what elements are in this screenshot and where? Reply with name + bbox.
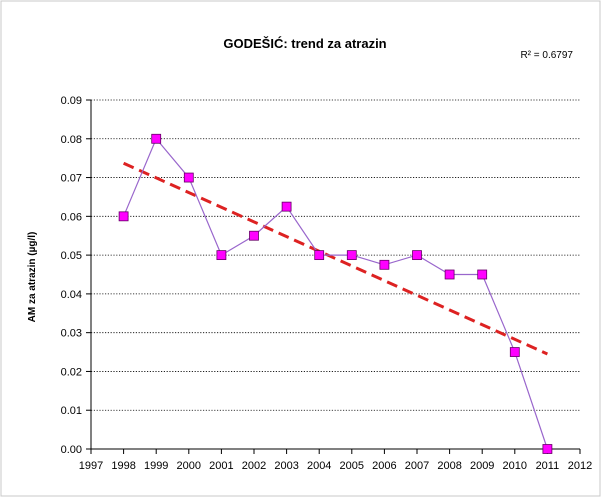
x-tick-label: 1998 xyxy=(111,460,135,472)
y-tick-label: 0.08 xyxy=(61,134,82,146)
x-tick-label: 2000 xyxy=(177,460,201,472)
grid-layer xyxy=(91,99,580,411)
x-tick-label: 2008 xyxy=(437,460,461,472)
chart-title: GODEŠIĆ: trend za atrazin xyxy=(223,36,386,51)
y-tick-label: 0.04 xyxy=(61,289,82,301)
x-tick-label: 2007 xyxy=(405,460,429,472)
y-tick-label: 0.00 xyxy=(61,444,82,456)
trendline xyxy=(122,161,549,356)
axis-layer: 0.00 0.01 0.02 0.03 0.04 0.05 0.06 0.07 0.08 0.09… xyxy=(61,95,593,472)
data-point xyxy=(509,347,520,357)
x-tick-label: 2012 xyxy=(568,460,592,472)
data-point xyxy=(118,211,129,222)
x-tick-label: 2004 xyxy=(307,460,331,472)
y-tick-label: 0.02 xyxy=(61,366,82,378)
data-point xyxy=(216,250,227,261)
x-tick-label: 2006 xyxy=(372,460,396,472)
data-point xyxy=(151,133,162,144)
data-point xyxy=(346,250,357,261)
x-tick-label: 2010 xyxy=(503,460,527,472)
trendline-layer xyxy=(122,161,549,356)
data-point xyxy=(314,250,325,261)
data-point xyxy=(249,230,259,241)
y-tick-label: 0.01 xyxy=(61,405,82,417)
series-line xyxy=(123,137,548,450)
series-layer xyxy=(118,133,553,454)
y-tick-label: 0.07 xyxy=(61,173,82,185)
data-point xyxy=(379,259,390,270)
data-point xyxy=(281,201,292,212)
y-axis-label: AM za atrazin (µg/l) xyxy=(27,232,38,323)
y-tick-label: 0.03 xyxy=(61,328,82,340)
x-tick-label: 2005 xyxy=(340,460,364,472)
y-tick-label: 0.06 xyxy=(61,211,82,223)
r-squared-label: R² = 0.6797 xyxy=(520,50,573,61)
y-tick-label: 0.09 xyxy=(61,95,82,107)
y-tick-label: 0.05 xyxy=(61,250,82,262)
data-point xyxy=(412,250,422,261)
data-point xyxy=(477,269,488,280)
data-point xyxy=(183,172,194,183)
x-tick-label: 2001 xyxy=(209,460,233,472)
x-tick-label: 2009 xyxy=(470,460,494,472)
data-point xyxy=(444,269,455,280)
x-tick-label: 1999 xyxy=(144,460,168,472)
x-tick-label: 2002 xyxy=(242,460,266,472)
x-tick-label: 2011 xyxy=(536,460,560,472)
data-point xyxy=(542,444,553,454)
x-tick-label: 2003 xyxy=(274,460,298,472)
x-tick-label: 1997 xyxy=(79,460,103,472)
